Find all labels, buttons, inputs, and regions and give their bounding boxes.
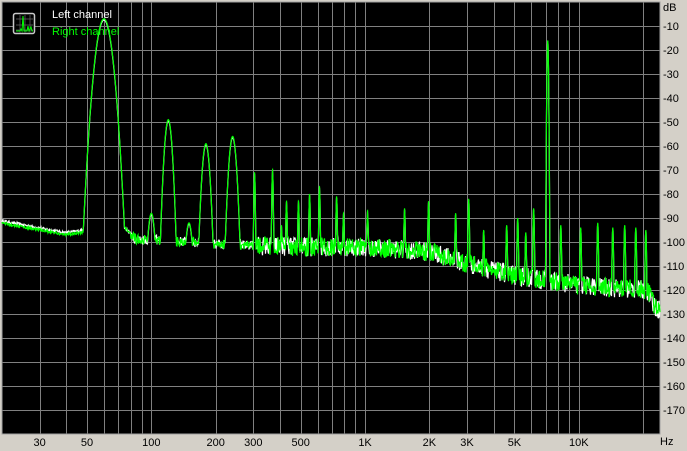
x-axis-unit: Hz — [660, 436, 673, 448]
x-axis-ticks: 30 50 100 200 300 500 1K 2K 3K 5K 10K — [34, 437, 590, 449]
y-tick-label: -10 — [663, 21, 679, 33]
x-tick-label: 5K — [508, 437, 522, 449]
y-tick-label: -100 — [663, 237, 685, 249]
legend-left-channel: Left channel — [52, 9, 112, 21]
y-tick-label: -110 — [663, 261, 684, 273]
x-tick-label: 2K — [423, 437, 437, 449]
y-axis-ticks: -10 -20 -30 -40 -50 -60 -70 -80 -90 -100 -110 -120 -… — [663, 21, 685, 417]
y-tick-label: -140 — [663, 333, 685, 345]
legend-icon-grid — [16, 15, 33, 33]
legend-icon-spectrum — [16, 15, 33, 33]
y-tick-label: -60 — [663, 141, 679, 153]
y-tick-label: -160 — [663, 381, 685, 393]
y-tick-label: -80 — [663, 189, 679, 201]
y-tick-label: -40 — [663, 93, 679, 105]
y-tick-label: -30 — [663, 69, 679, 81]
y-tick-label: -130 — [663, 309, 685, 321]
y-tick-label: -90 — [663, 213, 679, 225]
x-tick-label: 500 — [292, 437, 310, 449]
x-tick-label: 50 — [81, 437, 93, 449]
x-tick-label: 1K — [358, 437, 372, 449]
legend: Left channel Right channel — [12, 9, 119, 38]
x-tick-label: 100 — [142, 437, 160, 449]
y-tick-label: -170 — [663, 405, 685, 417]
y-tick-label: -20 — [663, 45, 679, 57]
series-right-channel — [1, 18, 661, 316]
y-tick-label: -50 — [663, 117, 679, 129]
y-axis-unit: dB — [663, 2, 676, 14]
y-tick-label: -70 — [663, 165, 679, 177]
y-tick-label: -150 — [663, 357, 685, 369]
x-tick-label: 30 — [34, 437, 46, 449]
x-tick-label: 3K — [460, 437, 474, 449]
legend-right-channel: Right channel — [52, 26, 119, 38]
series-layer — [1, 18, 661, 319]
y-tick-label: -120 — [663, 285, 685, 297]
x-tick-label: 10K — [569, 437, 589, 449]
x-tick-label: 300 — [244, 437, 262, 449]
x-tick-label: 200 — [207, 437, 225, 449]
